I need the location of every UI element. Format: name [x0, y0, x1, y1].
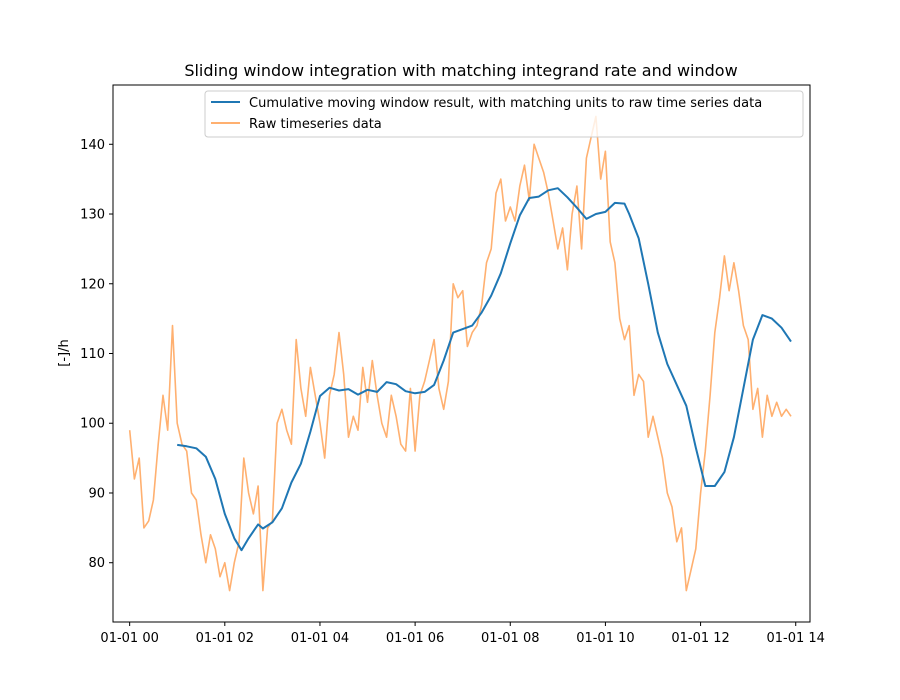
x-tick-label: 01-01 10	[576, 631, 634, 646]
x-tick-label: 01-01 02	[196, 631, 254, 646]
x-axis: 01-01 00 01-01 02 01-01 04 01-01 06 01-01 08…	[100, 622, 825, 646]
y-tick-label: 110	[80, 347, 105, 362]
x-tick-label: 01-01 00	[100, 631, 158, 646]
y-tick-label: 130	[80, 208, 105, 223]
legend-label-raw: Raw timeseries data	[249, 117, 382, 132]
x-tick-label: 01-01 06	[386, 631, 444, 646]
y-tick-label: 140	[80, 138, 105, 153]
y-axis-label: [-]/h	[57, 339, 72, 366]
legend: Cumulative moving window result, with ma…	[204, 90, 804, 138]
y-tick-label: 100	[80, 417, 105, 432]
plot-area	[128, 115, 792, 592]
x-tick-label: 01-01 04	[291, 631, 349, 646]
chart-title: Sliding window integration with matching…	[184, 61, 737, 80]
x-tick-label: 01-01 12	[671, 631, 729, 646]
y-tick-label: 120	[80, 277, 105, 292]
y-tick-label: 80	[88, 556, 105, 571]
legend-label-cumulative: Cumulative moving window result, with ma…	[249, 96, 762, 111]
x-tick-label: 01-01 14	[767, 631, 825, 646]
y-tick-label: 90	[88, 486, 105, 501]
x-tick-label: 01-01 08	[481, 631, 539, 646]
legend-box	[204, 90, 804, 138]
series-line-cumulative	[177, 187, 792, 552]
y-axis: 80 90 100 110 120 130 140	[80, 138, 113, 571]
series-line-raw	[128, 115, 792, 592]
